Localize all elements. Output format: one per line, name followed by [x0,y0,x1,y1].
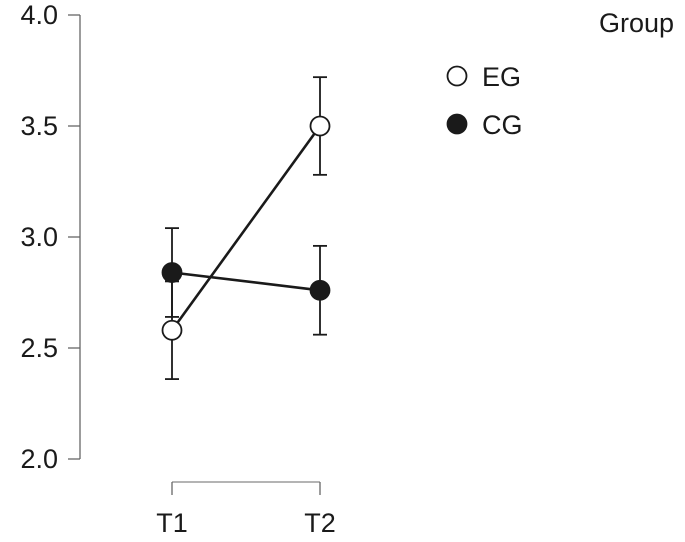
series-line [171,271,321,292]
y-tick-label: 2.5 [20,333,58,363]
legend-title: Group [599,8,674,38]
data-point [161,319,183,341]
series-layer [161,76,331,380]
x-tick-label: T1 [156,508,188,538]
x-axis: T1 T2 [156,481,336,538]
y-axis: 2.0 2.5 3.0 3.5 4.0 [20,0,81,474]
data-point [309,279,331,301]
legend: Group EG CG [446,8,674,140]
y-tick-label: 2.0 [20,444,58,474]
series-eg [161,76,331,380]
y-tick-label: 3.5 [20,111,58,141]
data-point [309,115,331,137]
legend-label: CG [482,110,523,140]
legend-label: EG [482,62,521,92]
data-point [161,262,183,283]
series-line [170,125,322,332]
series-cg [161,227,331,336]
x-tick-label: T2 [304,508,336,538]
y-tick-label: 4.0 [20,0,58,30]
legend-marker [446,65,468,87]
y-tick-label: 3.0 [20,222,58,252]
legend-marker [446,113,468,135]
